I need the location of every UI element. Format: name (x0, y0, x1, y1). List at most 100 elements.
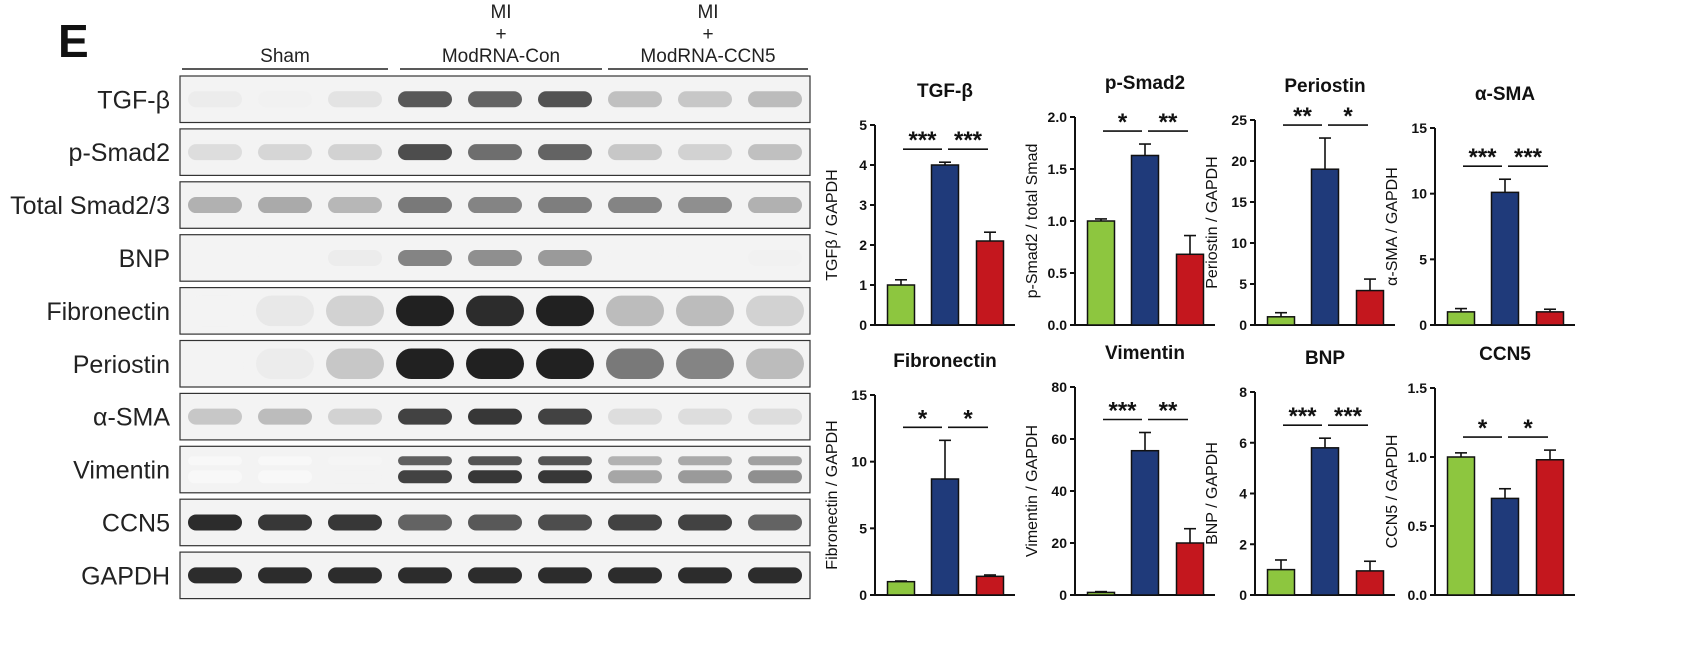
blot-band (678, 197, 732, 214)
bar (1355, 289, 1385, 326)
y-tick-label: 0.5 (1408, 518, 1428, 534)
y-tick-label: 1.0 (1048, 213, 1068, 229)
y-tick-label: 0 (859, 317, 867, 333)
bar (1130, 154, 1160, 326)
blot-band (188, 144, 242, 161)
blot-band (608, 91, 662, 108)
y-tick-label: 0 (859, 587, 867, 603)
blot-band (468, 567, 522, 584)
blot-band (328, 91, 382, 108)
blot-band (468, 408, 522, 425)
chart-ylabel: CCN5 / GAPDH (1384, 435, 1401, 549)
blot-row-label: p-Smad2 (69, 139, 170, 167)
blot-band (188, 470, 242, 484)
bar (975, 575, 1005, 596)
blot-band (468, 470, 522, 484)
blot-band (258, 144, 312, 161)
y-tick-label: 2 (859, 237, 867, 253)
blot-band (608, 514, 662, 531)
chart-title: α-SMA (1475, 84, 1536, 105)
blot-band (468, 456, 522, 466)
y-tick-label: 10 (851, 454, 867, 470)
significance-label: * (963, 405, 973, 432)
blot-band (678, 514, 732, 531)
blot-band (606, 348, 664, 379)
blot-band (256, 295, 314, 327)
blot-band (398, 456, 452, 466)
y-tick-label: 2.0 (1048, 109, 1068, 125)
bar-chart: TGF-β TGFβ / GAPDH 0 1 2 3 4 5 *** *** (824, 81, 1015, 333)
chart-title: TGF-β (917, 81, 973, 102)
y-tick-label: 1.5 (1408, 380, 1428, 396)
y-tick-label: 1.0 (1408, 449, 1428, 465)
blot-row-label: Fibronectin (46, 298, 170, 326)
group-header-label: Sham (260, 46, 310, 67)
group-header-label: MI (697, 2, 718, 23)
blot-band (258, 567, 312, 584)
blot-band (398, 144, 452, 161)
blot-band (258, 408, 312, 425)
blot-row: p-Smad2 (69, 128, 811, 176)
blot-band (538, 91, 592, 108)
blot-band (398, 470, 452, 484)
y-tick-label: 20 (1051, 535, 1067, 551)
blot-band (538, 470, 592, 484)
bar (1490, 497, 1520, 596)
blot-band (186, 348, 244, 379)
blot-band (608, 408, 662, 425)
blot-band (258, 470, 312, 484)
blot-band (748, 514, 802, 531)
bar-chart: BNP BNP / GAPDH 0 2 4 6 8 *** *** (1204, 348, 1395, 603)
y-tick-label: 20 (1231, 153, 1247, 169)
blot-band (256, 348, 314, 379)
blot-band (538, 514, 592, 531)
blot-band (188, 249, 242, 266)
blot-band (188, 456, 242, 466)
blot-row-label: GAPDH (81, 562, 170, 590)
y-tick-label: 0 (1419, 317, 1427, 333)
blot-band (328, 456, 382, 466)
blot-band (676, 348, 734, 379)
bar (1266, 568, 1296, 596)
significance-label: *** (1468, 144, 1497, 171)
y-tick-label: 0.5 (1048, 265, 1068, 281)
bar-chart: p-Smad2 p-Smad2 / total Smad 0.0 0.5 1.0 1.5 2… (1024, 73, 1215, 333)
blot-band (328, 144, 382, 161)
y-tick-label: 60 (1051, 431, 1067, 447)
chart-ylabel: BNP / GAPDH (1204, 442, 1221, 545)
bar (930, 164, 960, 326)
blot-band (678, 470, 732, 484)
blot-row-label: Vimentin (73, 457, 170, 485)
y-tick-label: 0 (1239, 317, 1247, 333)
blot-band (678, 408, 732, 425)
blot-band (748, 567, 802, 584)
blot-band (676, 295, 734, 327)
blot-band (396, 295, 454, 327)
western-blot: TGF-β p-Smad2 Total Smad2/3 BNP Fibronectin P… (10, 75, 811, 600)
blot-band (748, 408, 802, 425)
blot-band (326, 348, 384, 379)
blot-band (748, 470, 802, 484)
blot-strip (179, 445, 811, 494)
y-tick-label: 10 (1231, 235, 1247, 251)
blot-band (398, 91, 452, 108)
group-header-label: + (495, 24, 506, 45)
y-tick-label: 1 (859, 277, 867, 293)
blot-band (466, 348, 524, 379)
y-tick-label: 6 (1239, 435, 1247, 451)
significance-label: *** (954, 127, 983, 154)
blot-band (186, 295, 244, 327)
blot-band (538, 249, 592, 266)
bar (1355, 570, 1385, 596)
blot-band (538, 567, 592, 584)
blot-row-label: Periostin (73, 351, 170, 379)
bar (886, 580, 916, 596)
blot-band (398, 567, 452, 584)
blot-band (188, 408, 242, 425)
blot-band (188, 197, 242, 214)
blot-band (678, 91, 732, 108)
bar (1535, 311, 1565, 326)
bar (1490, 191, 1520, 326)
blot-band (538, 197, 592, 214)
